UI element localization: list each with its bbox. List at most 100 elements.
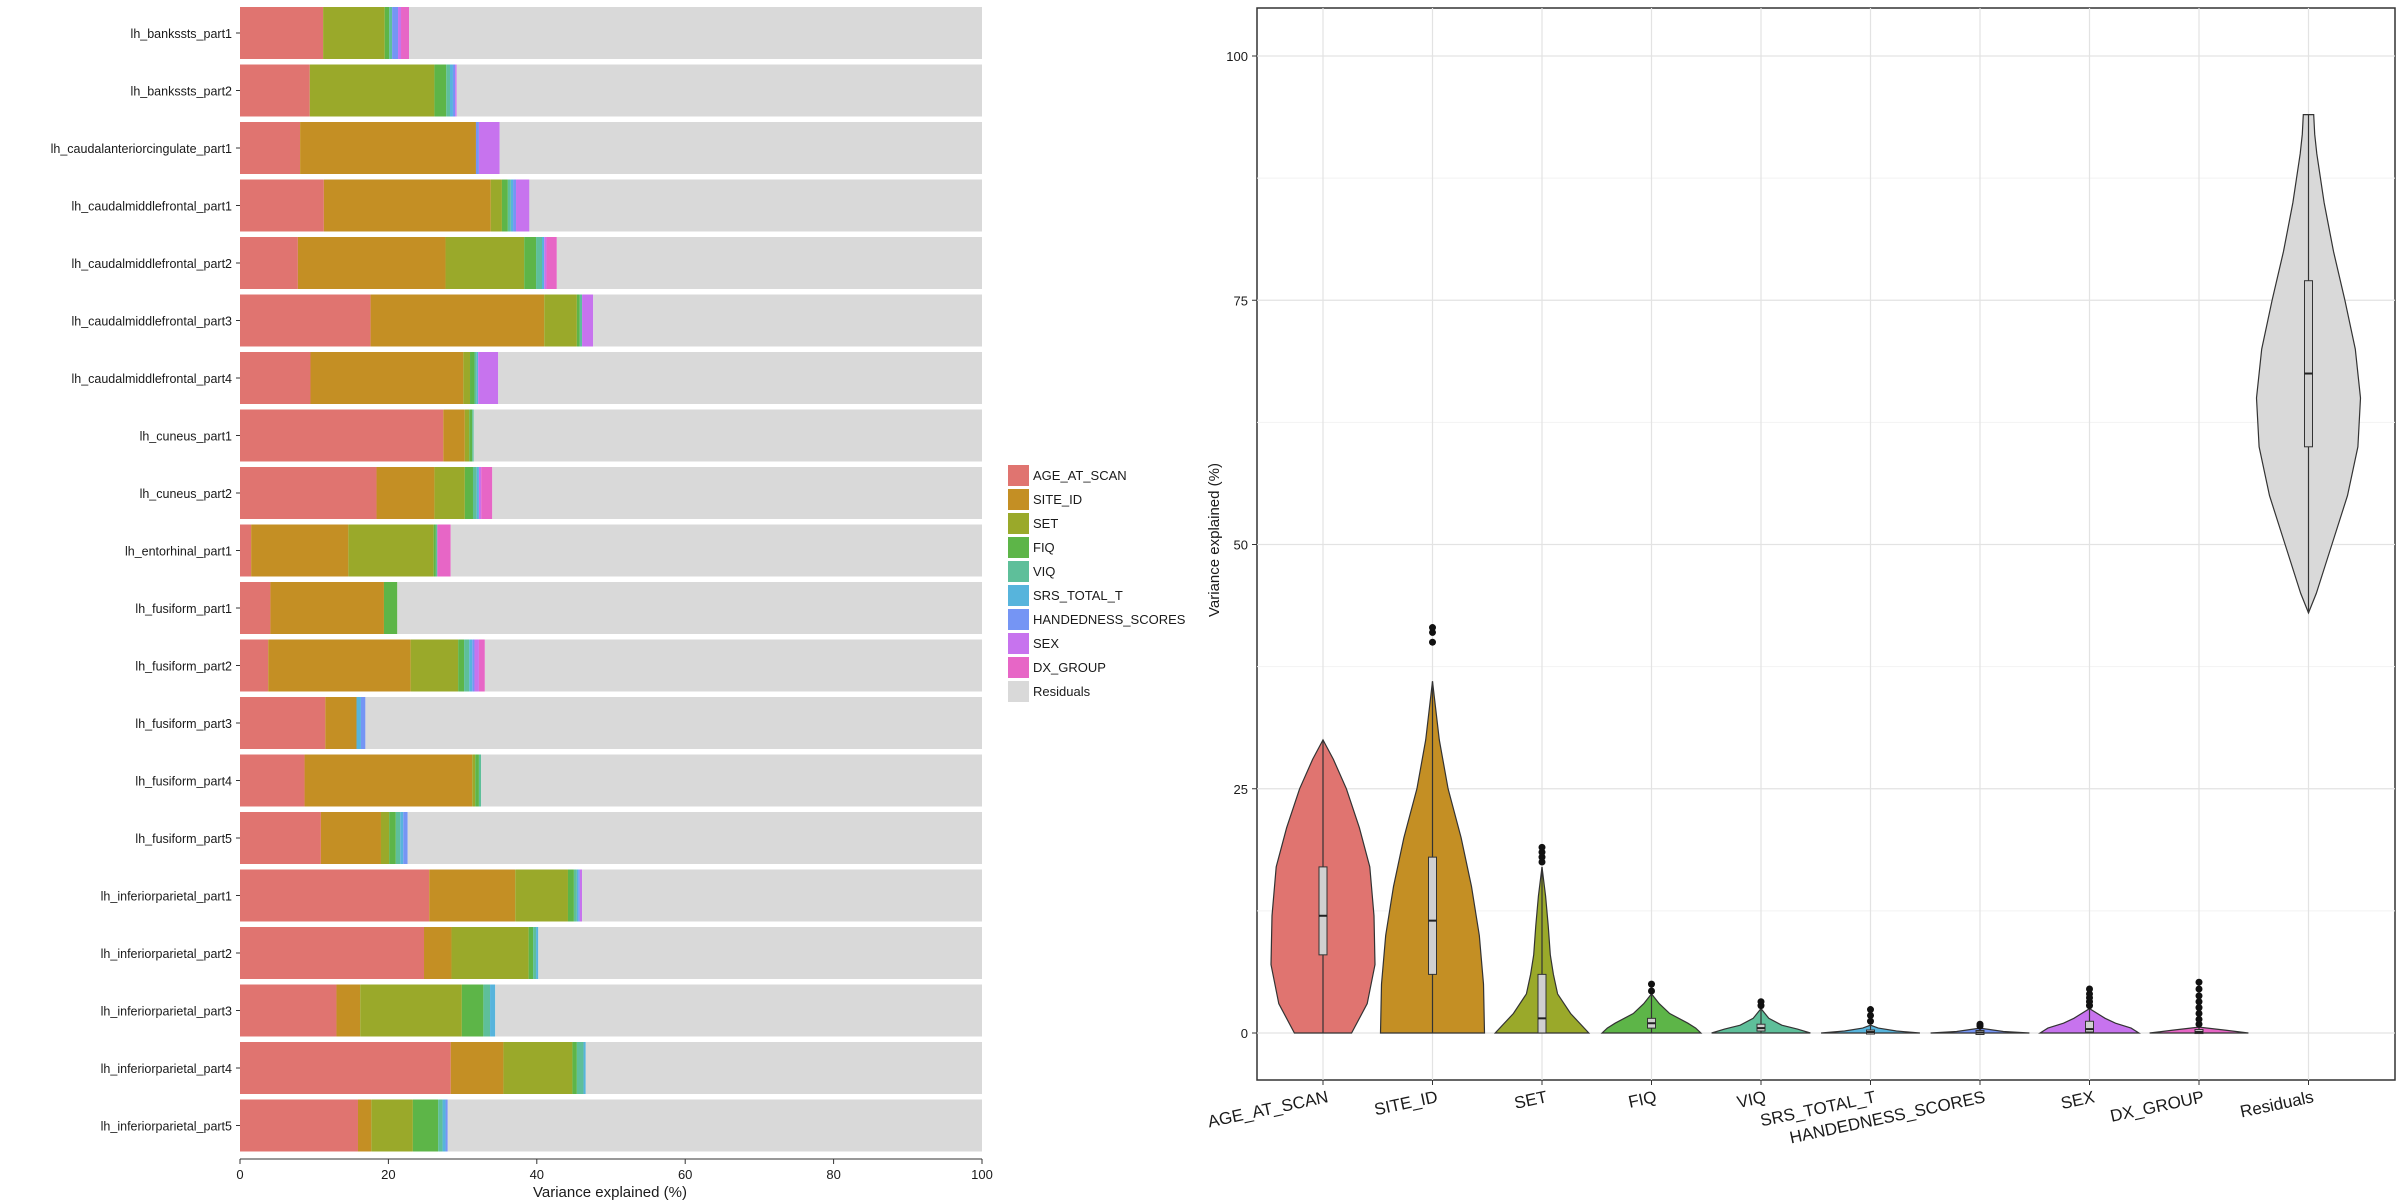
bar-segment (365, 697, 982, 749)
violin-outlier-point (1648, 987, 1655, 995)
violin-outlier-point (2195, 1015, 2203, 1023)
bar-segment (445, 1099, 448, 1152)
legend-label: SITE_ID (1033, 492, 1082, 507)
violin-outlier-point (1429, 628, 1436, 636)
bar-segment (424, 927, 452, 979)
bar-segment (376, 467, 435, 519)
bar-segment (240, 754, 305, 807)
bar-segment (323, 179, 491, 232)
bar-segment (573, 869, 577, 922)
bar-segment (490, 179, 502, 232)
bar-x-tick-label: 80 (826, 1167, 840, 1182)
bar-y-tick-label: lh_inferiorparietal_part2 (101, 947, 232, 961)
violin-box (1318, 866, 1328, 956)
bar-segment (240, 927, 425, 979)
bar-x-axis-label: Variance explained (%) (533, 1184, 687, 1200)
bar-segment (472, 754, 476, 807)
violin-outlier-point (2195, 1009, 2203, 1017)
bar-segment (464, 467, 473, 519)
legend-swatch (1008, 537, 1029, 558)
bar-segment (297, 237, 446, 289)
bar-segment (541, 237, 545, 289)
bar-x-tick-label: 0 (236, 1167, 243, 1182)
bar-segment (398, 7, 402, 59)
violin-y-tick-label: 100 (1226, 49, 1248, 64)
bar-segment (538, 927, 982, 979)
bar-segment (304, 754, 473, 807)
bar-y-tick-label: lh_fusiform_part3 (135, 717, 232, 731)
bar-y-tick-label: lh_cuneus_part1 (140, 430, 232, 444)
bar-segment (412, 1099, 439, 1152)
legend-label: FIQ (1033, 540, 1055, 555)
bar-y-tick-label: lh_caudalmiddlefrontal_part1 (71, 200, 232, 214)
bar-segment (450, 524, 982, 577)
bar-segment (492, 467, 982, 519)
violin-outlier-point (2195, 1020, 2203, 1028)
bar-segment (403, 812, 408, 864)
bar-y-tick-label: lh_fusiform_part4 (135, 775, 232, 789)
legend-label: SET (1033, 516, 1058, 531)
bar-segment (461, 984, 484, 1037)
bar-row: lh_fusiform_part5 (135, 812, 982, 864)
bar-segment (455, 64, 457, 117)
legend-swatch (1008, 681, 1029, 702)
violin-x-tick-label: Residuals (2238, 1087, 2315, 1121)
bar-segment (240, 64, 310, 117)
bar-y-tick-label: lh_caudalmiddlefrontal_part2 (71, 257, 232, 271)
bar-row: lh_fusiform_part4 (135, 754, 982, 807)
bar-segment (240, 1042, 451, 1094)
bar-segment (240, 639, 269, 692)
violin-group (2038, 985, 2141, 1034)
bar-segment (240, 812, 321, 864)
violin-group (1493, 843, 1591, 1034)
legend-swatch (1008, 489, 1029, 510)
bar-segment (458, 639, 465, 692)
violin-y-axis-label: Variance explained (%) (1206, 463, 1223, 617)
bar-x-axis: 0 20 40 60 80 100 (236, 1158, 993, 1182)
bar-segment (463, 352, 471, 404)
violin-x-tick-label: FIQ (1627, 1087, 1659, 1111)
bar-segment (476, 352, 479, 404)
violin-outlier-point (2195, 978, 2203, 986)
bar-x-tick-label: 100 (971, 1167, 993, 1182)
bar-segment (400, 812, 404, 864)
legend-swatch (1008, 561, 1029, 582)
bar-segment (380, 812, 390, 864)
bar-row: lh_caudalmiddlefrontal_part1 (71, 179, 982, 232)
violin-outlier-point (1538, 848, 1546, 856)
bar-segment (576, 294, 580, 347)
violin-outlier-point (1867, 1017, 1874, 1025)
bar-segment (483, 984, 491, 1037)
bar-segment (576, 1042, 584, 1094)
bar-segment (478, 467, 482, 519)
bar-segment (481, 467, 493, 519)
bar-segment (572, 1042, 577, 1094)
bar-segment (270, 582, 384, 634)
bar-segment (478, 122, 500, 174)
bar-y-tick-label: lh_fusiform_part1 (135, 602, 232, 616)
bar-segment (529, 179, 982, 232)
legend-label: HANDEDNESS_SCORES (1033, 612, 1186, 627)
violin-group (2149, 978, 2249, 1035)
bar-segment (442, 1099, 446, 1152)
bar-segment (579, 294, 583, 347)
bar-segment (478, 352, 499, 404)
bar-row: lh_inferiorparietal_part3 (101, 984, 982, 1037)
bar-segment (268, 639, 411, 692)
bar-row: lh_inferiorparietal_part2 (101, 927, 982, 979)
bar-segment (546, 237, 557, 289)
bar-row: lh_fusiform_part1 (135, 582, 983, 634)
bar-x-tick-label: 40 (530, 1167, 544, 1182)
bar-segment (585, 1042, 982, 1094)
violin-outlier-point (1538, 843, 1546, 851)
bar-segment (503, 1042, 573, 1094)
bar-segment (323, 7, 385, 59)
bar-segment (536, 927, 539, 979)
bar-segment (407, 812, 982, 864)
bar-y-tick-label: lh_inferiorparietal_part5 (101, 1120, 232, 1134)
violin-outlier-point (1429, 638, 1436, 646)
bar-segment (516, 179, 530, 232)
legend-label: AGE_AT_SCAN (1033, 468, 1127, 483)
bar-segment (434, 467, 465, 519)
